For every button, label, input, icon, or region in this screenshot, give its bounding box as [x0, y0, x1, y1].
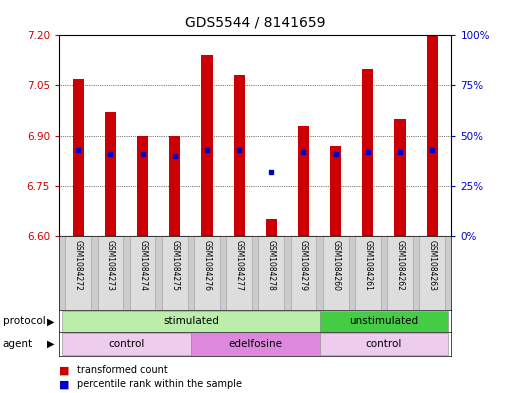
Text: GSM1084276: GSM1084276: [203, 239, 211, 290]
Text: GSM1084263: GSM1084263: [428, 239, 437, 290]
Bar: [323, 236, 348, 310]
Bar: [320, 332, 448, 355]
Bar: [387, 236, 413, 310]
Bar: [73, 79, 84, 236]
Text: ■: ■: [59, 365, 69, 375]
Text: ■: ■: [59, 379, 69, 389]
Bar: [169, 136, 181, 236]
Bar: [290, 236, 317, 310]
Text: GSM1084274: GSM1084274: [138, 239, 147, 290]
Bar: [233, 75, 245, 236]
Bar: [191, 332, 320, 355]
Text: edelfosine: edelfosine: [228, 339, 282, 349]
Bar: [62, 311, 320, 332]
Text: ▶: ▶: [47, 316, 54, 326]
Bar: [330, 145, 341, 236]
Text: GDS5544 / 8141659: GDS5544 / 8141659: [185, 16, 325, 30]
Bar: [259, 236, 284, 310]
Text: transformed count: transformed count: [77, 365, 168, 375]
Bar: [419, 236, 445, 310]
Text: GSM1084272: GSM1084272: [74, 239, 83, 290]
Bar: [394, 119, 406, 236]
Bar: [137, 136, 148, 236]
Bar: [266, 219, 277, 236]
Text: control: control: [108, 339, 145, 349]
Text: GSM1084278: GSM1084278: [267, 239, 276, 290]
Text: ▶: ▶: [47, 339, 54, 349]
Text: GSM1084277: GSM1084277: [234, 239, 244, 290]
Text: GSM1084262: GSM1084262: [396, 239, 404, 290]
Bar: [320, 311, 448, 332]
Bar: [298, 125, 309, 236]
Bar: [130, 236, 155, 310]
Bar: [62, 332, 191, 355]
Text: agent: agent: [3, 339, 33, 349]
Bar: [355, 236, 381, 310]
Text: unstimulated: unstimulated: [349, 316, 419, 326]
Text: GSM1084279: GSM1084279: [299, 239, 308, 290]
Text: GSM1084261: GSM1084261: [363, 239, 372, 290]
Text: GSM1084273: GSM1084273: [106, 239, 115, 290]
Text: stimulated: stimulated: [163, 316, 219, 326]
Bar: [226, 236, 252, 310]
Bar: [194, 236, 220, 310]
Bar: [426, 35, 438, 236]
Text: protocol: protocol: [3, 316, 45, 326]
Text: control: control: [366, 339, 402, 349]
Bar: [66, 236, 91, 310]
Text: percentile rank within the sample: percentile rank within the sample: [77, 379, 242, 389]
Bar: [105, 112, 116, 236]
Text: GSM1084275: GSM1084275: [170, 239, 180, 290]
Bar: [362, 69, 373, 236]
Bar: [162, 236, 188, 310]
Text: GSM1084260: GSM1084260: [331, 239, 340, 290]
Bar: [201, 55, 212, 236]
Bar: [97, 236, 123, 310]
